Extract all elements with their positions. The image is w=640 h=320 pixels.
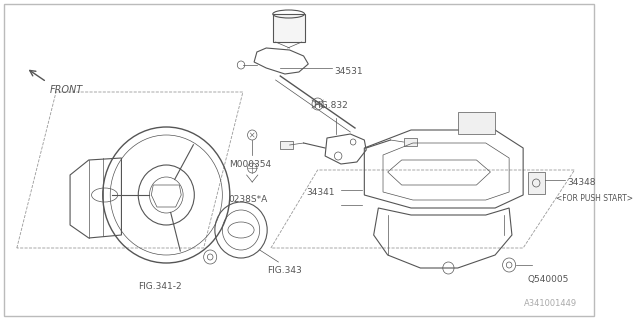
Text: FIG.832: FIG.832 bbox=[313, 101, 348, 110]
Bar bbox=[404, 138, 417, 146]
Text: 34341: 34341 bbox=[307, 188, 335, 196]
Text: Q540005: Q540005 bbox=[528, 275, 569, 284]
Bar bbox=[273, 14, 305, 42]
Text: FIG.341-2: FIG.341-2 bbox=[138, 282, 182, 291]
Text: A341001449: A341001449 bbox=[524, 299, 577, 308]
Text: 0238S*A: 0238S*A bbox=[229, 195, 268, 204]
Text: 34531: 34531 bbox=[335, 67, 363, 76]
Text: M000354: M000354 bbox=[229, 160, 271, 169]
Bar bbox=[458, 112, 495, 134]
Bar bbox=[280, 141, 293, 149]
Bar bbox=[528, 172, 545, 194]
Text: <FOR PUSH START>: <FOR PUSH START> bbox=[556, 194, 633, 203]
Text: FRONT: FRONT bbox=[49, 85, 83, 95]
Text: FIG.343: FIG.343 bbox=[267, 266, 302, 275]
Text: 34348: 34348 bbox=[567, 178, 596, 187]
